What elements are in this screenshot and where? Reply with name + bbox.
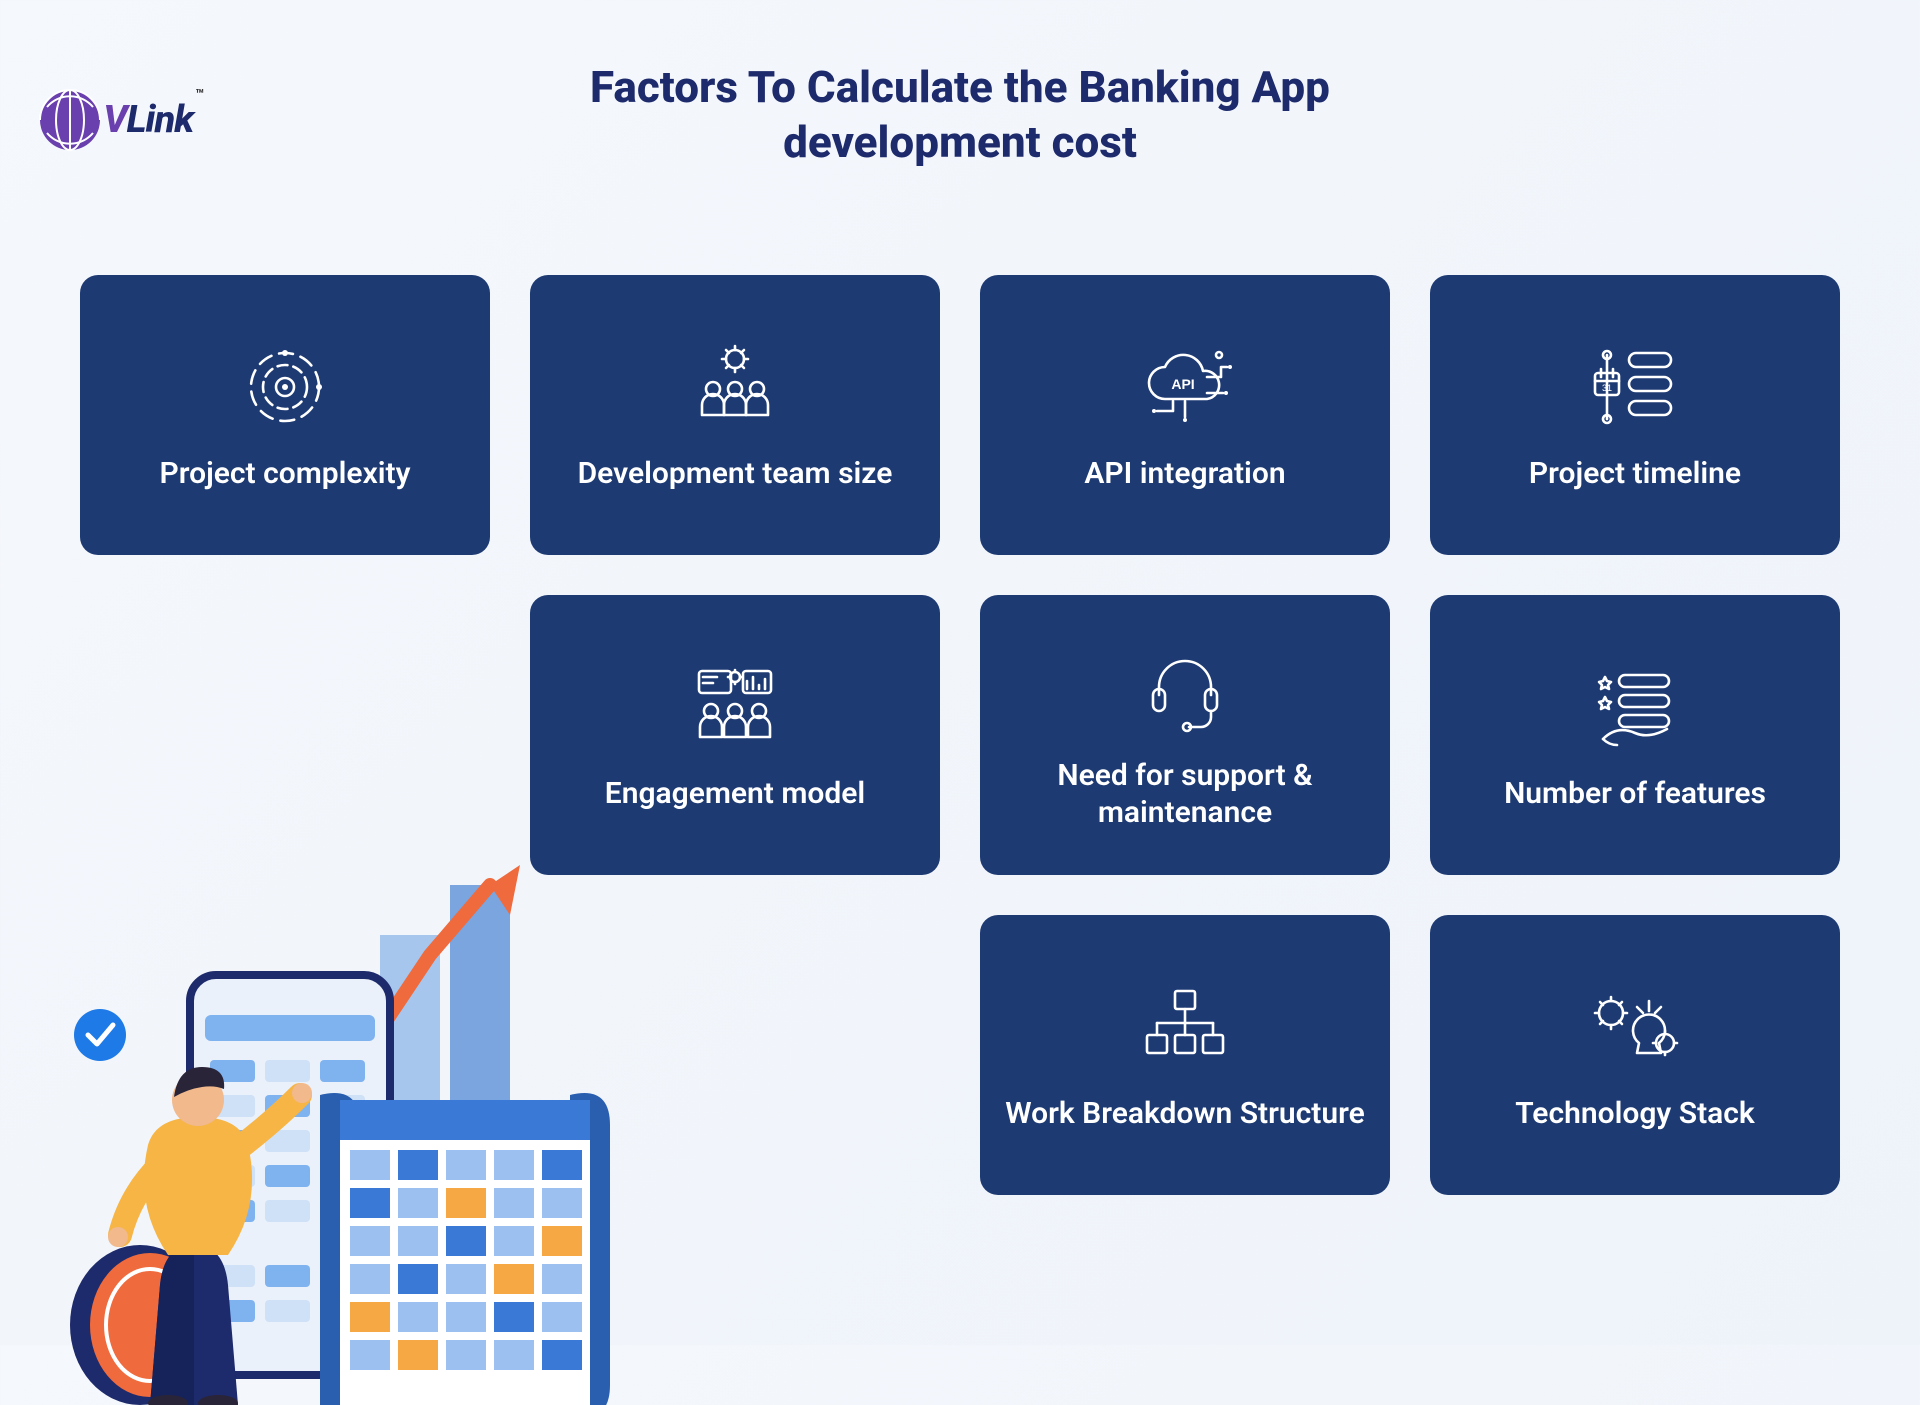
engagement-icon — [685, 657, 785, 757]
globe-icon — [35, 85, 105, 155]
card-label: Need for support & maintenance — [1000, 757, 1370, 832]
card-team-size: Development team size — [530, 275, 940, 555]
card-number-of-features: Number of features — [1430, 595, 1840, 875]
card-label: Engagement model — [605, 775, 865, 813]
brand-logo: VLink™ — [35, 85, 203, 155]
complexity-icon — [235, 337, 335, 437]
card-project-timeline: 31 Project timeline — [1430, 275, 1840, 555]
svg-text:31: 31 — [1602, 383, 1612, 393]
card-label: API integration — [1084, 455, 1285, 493]
card-wbs: Work Breakdown Structure — [980, 915, 1390, 1195]
card-support-maintenance: Need for support & maintenance — [980, 595, 1390, 875]
card-label: Technology Stack — [1515, 1095, 1755, 1133]
features-icon — [1585, 657, 1685, 757]
card-label: Project complexity — [159, 455, 410, 493]
card-label: Work Breakdown Structure — [1005, 1095, 1365, 1133]
card-engagement-model: Engagement model — [530, 595, 940, 875]
card-label: Development team size — [578, 455, 893, 493]
brand-text: VLink™ — [103, 98, 203, 142]
wbs-icon — [1135, 977, 1235, 1077]
card-api-integration: API API integration — [980, 275, 1390, 555]
tech-icon — [1585, 977, 1685, 1077]
api-icon: API — [1135, 337, 1235, 437]
card-tech-stack: Technology Stack — [1430, 915, 1840, 1195]
factors-grid: Project complexity Development team size — [80, 275, 1840, 1195]
timeline-icon: 31 — [1585, 337, 1685, 437]
card-label: Number of features — [1504, 775, 1766, 813]
page-title: Factors To Calculate the Banking App dev… — [0, 60, 1920, 170]
svg-text:API: API — [1171, 376, 1194, 392]
team-icon — [685, 337, 785, 437]
headset-icon — [1135, 639, 1235, 739]
card-project-complexity: Project complexity — [80, 275, 490, 555]
card-label: Project timeline — [1529, 455, 1741, 493]
